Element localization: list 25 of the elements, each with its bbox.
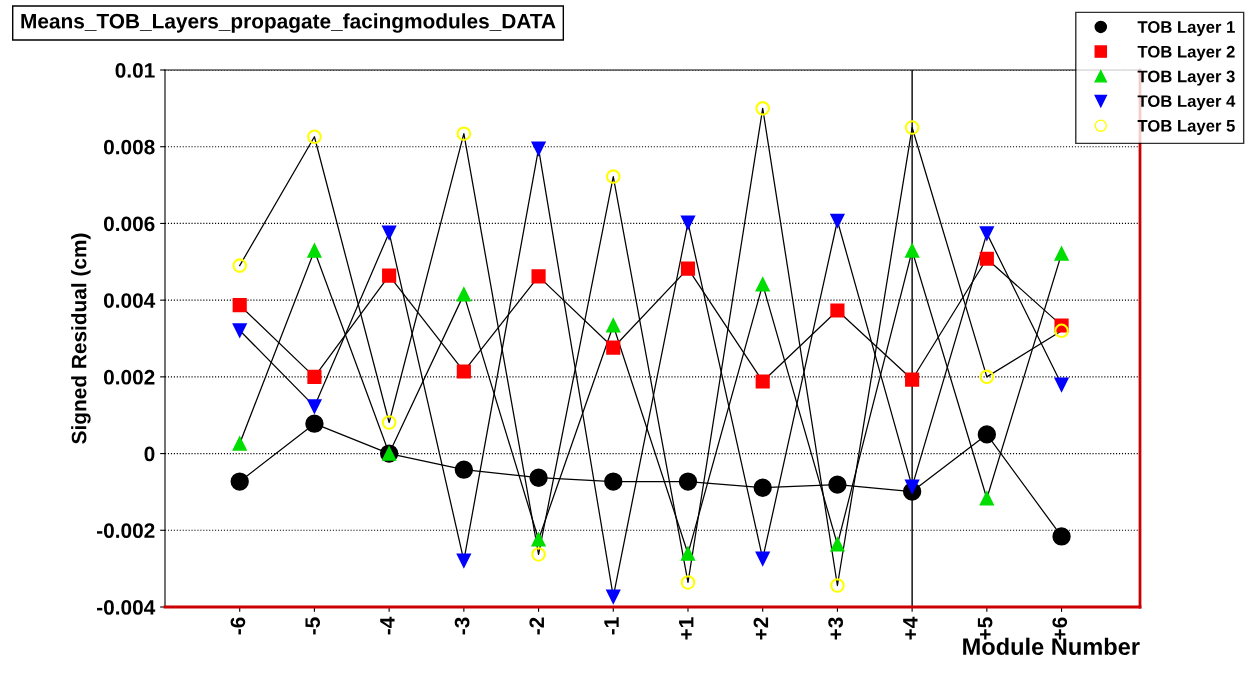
x-tick-label: +4 [903,616,918,640]
legend-label: TOB Layer 1 [1137,21,1235,37]
y-tick-label: 0.002 [103,369,155,385]
y-tick-label: 0.004 [103,293,156,308]
x-tick-label: -3 [454,617,470,635]
x-tick-label: +1 [679,617,694,640]
x-tick-label: +2 [753,617,769,640]
y-axis-title: Signed Residual (cm) [71,233,91,444]
x-tick-label: +3 [828,617,844,640]
y-tick-label: -0.004 [97,600,156,615]
y-tick-label: -0.002 [97,523,155,539]
y-tick-label: 0.008 [103,139,155,155]
legend-label: TOB Layer 5 [1137,119,1235,136]
y-tick-label: 0 [144,446,155,462]
legend-label: TOB Layer 4 [1137,95,1236,111]
x-tick-label: -5 [305,617,321,635]
legend-label: TOB Layer 3 [1137,70,1235,86]
x-tick-label: -4 [380,616,395,635]
y-tick-label: 0.006 [103,216,155,232]
x-tick-label: -6 [230,617,246,635]
x-tick-label: -1 [604,617,619,635]
legend-label: TOB Layer 2 [1137,45,1235,61]
x-tick-label: -2 [529,617,544,635]
chart-title: Means_TOB_Layers_propagate_facingmodules_DATA [21,13,556,33]
y-tick-label: 0.01 [115,63,155,78]
